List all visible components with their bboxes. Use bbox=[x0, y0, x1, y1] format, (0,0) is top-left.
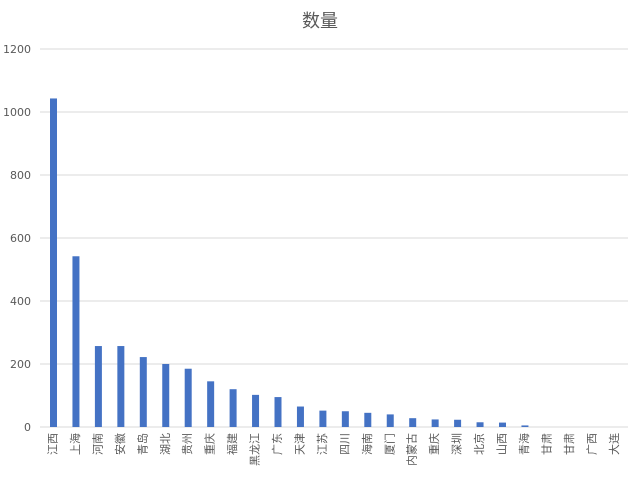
bar bbox=[139, 357, 147, 427]
bar bbox=[521, 425, 529, 427]
gridlines bbox=[40, 48, 628, 428]
bar bbox=[499, 422, 506, 427]
x-tick-label: 厦门 bbox=[382, 433, 396, 455]
x-tick-label: 上海 bbox=[68, 433, 82, 455]
y-tick-label: 800 bbox=[10, 169, 31, 182]
bar bbox=[296, 406, 304, 427]
bar bbox=[454, 419, 462, 427]
bars bbox=[50, 98, 529, 427]
bar bbox=[207, 381, 215, 427]
bar bbox=[94, 346, 102, 427]
x-tick-label: 贵州 bbox=[181, 433, 194, 455]
x-tick-label: 广东 bbox=[271, 433, 284, 455]
x-tick-label: 福建 bbox=[225, 433, 239, 455]
y-tick-label: 400 bbox=[10, 295, 31, 308]
chart-title: 数量 bbox=[302, 11, 338, 32]
y-axis-ticks: 0 200 400 600 800 1000 1200 bbox=[3, 43, 31, 434]
x-tick-label: 黑龙江 bbox=[249, 433, 262, 466]
bar bbox=[50, 98, 57, 427]
bar bbox=[319, 410, 327, 427]
bar bbox=[476, 422, 484, 427]
x-tick-label: 重庆 bbox=[203, 433, 217, 455]
bar bbox=[229, 389, 237, 427]
x-axis-ticks: 江西 上海 河南 安徽 青岛 湖北 贵州 重庆 福建 黑龙江 广东 天津 江苏 四川 海南 厦门 内蒙古 重庆 深圳… bbox=[47, 433, 621, 466]
x-tick-label: 深圳 bbox=[451, 433, 464, 455]
x-tick-label: 湖北 bbox=[159, 433, 172, 455]
bar bbox=[274, 397, 282, 427]
bar bbox=[341, 411, 349, 427]
bar bbox=[386, 414, 394, 427]
bar bbox=[162, 364, 170, 427]
bar bbox=[184, 368, 192, 427]
bar bbox=[252, 394, 260, 427]
y-tick-label: 1200 bbox=[3, 43, 31, 56]
x-tick-label: 安徽 bbox=[113, 433, 127, 455]
x-tick-label: 甘肃 bbox=[563, 433, 576, 455]
x-tick-label: 内蒙古 bbox=[405, 433, 419, 466]
bar bbox=[117, 346, 125, 427]
x-tick-label: 北京 bbox=[472, 433, 486, 455]
bar bbox=[72, 256, 80, 427]
x-tick-label: 大连 bbox=[607, 433, 621, 455]
x-tick-label: 天津 bbox=[293, 433, 306, 455]
y-tick-label: 0 bbox=[24, 421, 31, 434]
y-tick-label: 1000 bbox=[3, 106, 31, 119]
x-tick-label: 江西 bbox=[47, 433, 60, 455]
y-tick-label: 600 bbox=[10, 232, 31, 245]
bar bbox=[364, 412, 372, 427]
x-tick-label: 海南 bbox=[360, 433, 374, 455]
x-tick-label: 重庆 bbox=[427, 433, 441, 455]
x-tick-label: 山西 bbox=[496, 433, 509, 455]
x-tick-label: 江苏 bbox=[316, 433, 329, 455]
x-tick-label: 甘肃 bbox=[540, 433, 553, 455]
x-tick-label: 广西 bbox=[585, 433, 598, 455]
x-tick-label: 河南 bbox=[91, 433, 104, 455]
bar bbox=[431, 419, 439, 427]
x-tick-label: 四川 bbox=[338, 433, 351, 455]
x-tick-label: 青海 bbox=[517, 433, 531, 455]
bar bbox=[409, 418, 417, 427]
y-tick-label: 200 bbox=[10, 358, 31, 371]
x-tick-label: 青岛 bbox=[135, 433, 149, 455]
